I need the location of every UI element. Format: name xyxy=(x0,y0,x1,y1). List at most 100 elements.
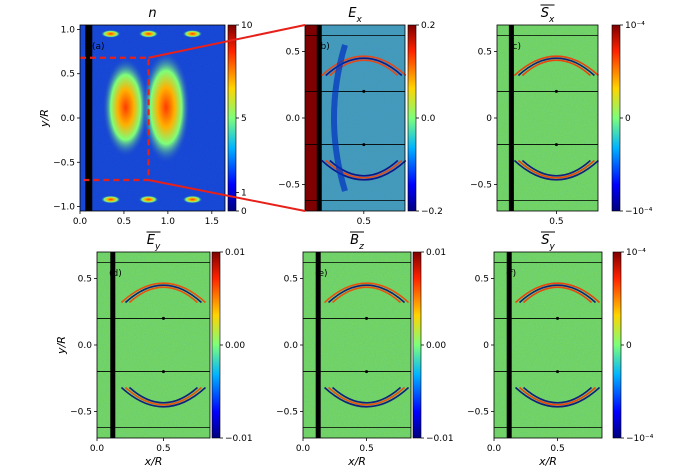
x-tick-label: 0.5 xyxy=(117,217,131,227)
density-blob xyxy=(100,195,121,204)
colorbar-tick-label: 0 xyxy=(625,114,631,124)
colorbar-tick-label: 0.0 xyxy=(421,114,436,124)
target-wall xyxy=(316,25,322,211)
panel-d: (d) Ey 0.5 0.0 −0.5 0.0 0.5 y/R x/R 0.01 0.00 −0.01 xyxy=(55,231,253,466)
panel-title: Ey xyxy=(147,233,161,252)
wave-front xyxy=(331,386,402,404)
panel-b: (b) Ex 0.5 0.0 −0.5 0.5 0.2 0.0 −0.2 xyxy=(278,6,443,227)
y-tick-label: 0.5 xyxy=(284,275,298,285)
probe-marker xyxy=(161,370,165,374)
panel-e: (e)Bz0.50.0−0.50.0 0.5x/R0.010.00−0.01 xyxy=(276,231,454,466)
density-edge xyxy=(305,25,319,211)
y-tick-label: 1.0 xyxy=(61,25,76,35)
x-tick-label: 0.0 xyxy=(487,444,502,454)
y-tick-label: 0.5 xyxy=(475,275,489,285)
x-tick-label: 1.0 xyxy=(161,217,176,227)
zoom-box xyxy=(80,56,150,182)
panel-label: (d) xyxy=(109,269,122,279)
panel-label: (f) xyxy=(506,269,516,279)
x-tick-label: 0.0 xyxy=(90,444,105,454)
wave-front xyxy=(128,286,199,304)
wave-front xyxy=(513,159,599,181)
wave-front xyxy=(518,284,597,304)
target-wall xyxy=(315,252,321,438)
wave-front xyxy=(325,57,403,77)
y-tick-label: 0.0 xyxy=(286,114,301,124)
y-tick-label: 0.0 xyxy=(284,341,299,351)
colorbar-tick-label: −0.01 xyxy=(426,434,454,444)
wave-front xyxy=(128,386,199,404)
x-tick-label: 1.5 xyxy=(205,217,219,227)
y-tick-label: 0.5 xyxy=(61,70,75,80)
wave-front xyxy=(120,386,207,408)
panel-c: (c) Sx 0.5 0 −0.5 0.5 10⁻⁴ 0 −10⁻⁴ xyxy=(470,4,653,227)
y-tick-label: 0 xyxy=(486,114,492,124)
probe-marker xyxy=(362,89,366,93)
colorbar-tick-label: −0.01 xyxy=(225,434,253,444)
probe-marker xyxy=(362,143,366,147)
colorbar-tick-label: 10⁻⁴ xyxy=(625,21,645,31)
y-tick-label: 0.0 xyxy=(78,341,93,351)
y-tick-label: −0.5 xyxy=(276,407,298,417)
panel-label: (e) xyxy=(315,269,328,279)
panel-label: (c) xyxy=(509,42,521,52)
colorbar-tick-label: 0 xyxy=(241,207,247,217)
density-blob xyxy=(142,51,191,164)
y-tick-label: −0.5 xyxy=(53,158,75,168)
colorbar-tick-label: 0.00 xyxy=(426,341,446,351)
colorbar-tick-label: 10 xyxy=(241,21,253,31)
y-tick-label: −0.5 xyxy=(470,180,492,190)
target-wall xyxy=(506,252,512,438)
wave-front xyxy=(124,386,203,406)
wave-front xyxy=(521,159,591,177)
density-blob xyxy=(138,29,159,38)
colorbar-tick-label: −10⁻⁴ xyxy=(626,434,654,444)
wave-front xyxy=(518,386,597,406)
probe-marker xyxy=(554,143,558,147)
density-blob xyxy=(102,57,149,158)
panel-label: (a) xyxy=(92,42,105,52)
density-blob xyxy=(100,29,121,38)
panel-title: Bz xyxy=(350,233,364,252)
probe-marker xyxy=(365,370,369,374)
wave-front xyxy=(517,57,595,77)
x-tick-label: 0.5 xyxy=(549,217,563,227)
x-axis-label: x/R xyxy=(144,455,163,466)
colorbar-tick-label: 0.01 xyxy=(225,248,245,258)
panel-title: Sy xyxy=(541,233,555,252)
target-wall xyxy=(508,25,514,211)
probe-marker xyxy=(554,89,558,93)
colorbar-tick-label: 0.00 xyxy=(225,341,245,351)
colorbar xyxy=(611,24,621,212)
target-wall xyxy=(110,252,116,438)
y-tick-label: −0.5 xyxy=(70,407,92,417)
probe-marker xyxy=(556,316,560,320)
colorbar xyxy=(612,251,622,439)
wave-front xyxy=(120,282,207,304)
x-tick-label: 0.0 xyxy=(296,444,311,454)
y-tick-label: 0.5 xyxy=(478,48,492,58)
wave-front xyxy=(522,386,593,404)
x-axis-label: x/R xyxy=(347,455,366,466)
wave-front xyxy=(323,282,410,304)
wave-front xyxy=(327,386,406,406)
colorbar xyxy=(227,24,237,212)
colorbar-tick-label: 0.01 xyxy=(426,248,446,258)
wave-front xyxy=(325,159,403,179)
y-tick-label: 0.0 xyxy=(61,114,76,124)
wave-front xyxy=(521,59,591,77)
colorbar-tick-label: 0.2 xyxy=(421,21,435,31)
wave-front xyxy=(124,284,203,304)
x-tick-label: 0.0 xyxy=(73,217,88,227)
y-tick-label: 0.5 xyxy=(286,48,300,58)
zoom-connector-lines xyxy=(148,24,306,212)
panel-title: Ex xyxy=(348,6,362,25)
x-axis-label: x/R xyxy=(538,455,557,466)
panel-label: (b) xyxy=(317,42,330,52)
y-tick-label: −0.5 xyxy=(278,180,300,190)
wave-front xyxy=(321,159,407,181)
zoom-connector-line xyxy=(148,179,306,212)
y-tick-label: 0 xyxy=(483,341,489,351)
y-axis-label: y/R xyxy=(38,109,51,128)
